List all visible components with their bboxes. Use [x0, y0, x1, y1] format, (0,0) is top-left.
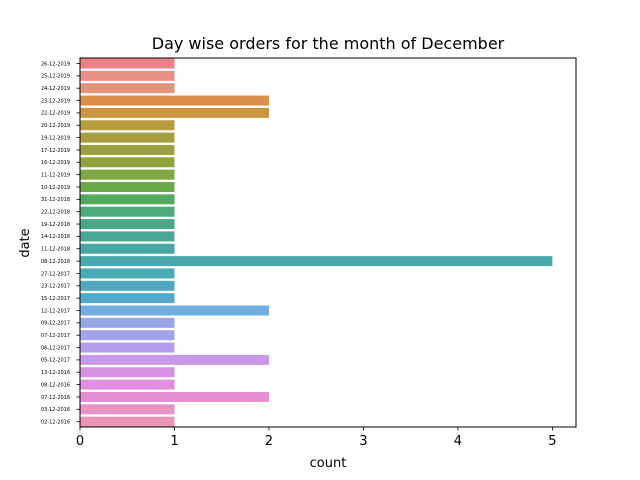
y-tick-label: 11-12-2019 — [41, 172, 70, 178]
bar-08-12-2018 — [80, 256, 553, 267]
y-tick-label: 16-12-2019 — [41, 160, 70, 166]
y-ticks-group: 26-12-2019 25-12-2019 24-12-2019 23-12-2019… — [41, 61, 80, 425]
y-tick-label: 19-12-2019 — [41, 135, 70, 141]
bar-23-12-2017 — [80, 280, 175, 291]
bar-24-12-2019 — [80, 83, 175, 94]
y-tick-label: 03-12-2016 — [41, 407, 70, 413]
bar-07-12-2017 — [80, 330, 175, 341]
plot-frame — [79, 57, 577, 428]
bar-26-12-2019 — [80, 58, 175, 69]
y-tick-label: 02-12-2016 — [41, 419, 70, 425]
y-tick-label: 08-12-2018 — [41, 259, 70, 265]
y-tick-label: 09-12-2017 — [41, 321, 70, 327]
bar-19-12-2019 — [80, 132, 175, 143]
bar-09-12-2017 — [80, 317, 175, 328]
y-tick-label: 31-12-2018 — [41, 197, 70, 203]
x-tick-label: 2 — [265, 434, 273, 449]
x-tick-label: 0 — [76, 434, 84, 449]
bar-12-12-2017 — [80, 305, 269, 316]
bar-16-12-2019 — [80, 157, 175, 168]
y-tick-label: 12-12-2017 — [41, 308, 70, 314]
bar-11-12-2019 — [80, 169, 175, 180]
y-tick-label: 08-12-2016 — [41, 382, 70, 388]
x-tick-label: 5 — [548, 434, 556, 449]
bar-31-12-2018 — [80, 194, 175, 205]
y-tick-label: 14-12-2018 — [41, 234, 70, 240]
bar-10-12-2019 — [80, 182, 175, 192]
x-tick-label: 3 — [359, 434, 367, 449]
bar-13-12-2016 — [80, 367, 175, 378]
y-tick-label: 15-12-2017 — [41, 296, 70, 302]
y-tick-label: 11-12-2018 — [41, 247, 70, 253]
y-tick-label: 25-12-2019 — [41, 74, 70, 80]
y-tick-label: 19-12-2018 — [41, 222, 70, 228]
bar-11-12-2018 — [80, 243, 175, 254]
y-tick-label: 26-12-2019 — [41, 61, 70, 67]
y-tick-label: 10-12-2019 — [41, 185, 70, 191]
bar-05-12-2017 — [80, 354, 269, 365]
bar-15-12-2017 — [80, 293, 175, 304]
bar-02-12-2016 — [80, 416, 175, 427]
y-tick-label: 13-12-2016 — [41, 370, 70, 376]
bar-22-12-2019 — [80, 107, 269, 118]
x-ticks-group: 0 1 2 3 4 5 — [76, 427, 557, 449]
bar-27-12-2017 — [80, 268, 175, 279]
y-tick-label: 07-12-2016 — [41, 395, 70, 401]
bar-22-12-2018 — [80, 206, 175, 217]
y-tick-label: 24-12-2019 — [41, 86, 70, 92]
bar-17-12-2019 — [80, 144, 175, 155]
x-axis-label: count — [310, 456, 347, 471]
bar-23-12-2019 — [80, 95, 269, 106]
y-tick-label: 22-12-2019 — [41, 111, 70, 117]
bar-07-12-2016 — [80, 391, 269, 402]
bar-08-12-2016 — [80, 379, 175, 390]
bar-19-12-2018 — [80, 219, 175, 230]
y-tick-label: 27-12-2017 — [41, 271, 70, 277]
y-tick-label: 05-12-2017 — [41, 358, 70, 364]
y-tick-label: 22-12-2018 — [41, 210, 70, 216]
chart-title: Day wise orders for the month of Decembe… — [152, 34, 505, 53]
bars-group — [80, 58, 553, 427]
x-tick-label: 4 — [454, 434, 462, 449]
x-tick-label: 1 — [170, 434, 178, 449]
bar-25-12-2019 — [80, 70, 175, 81]
y-tick-label: 07-12-2017 — [41, 333, 70, 339]
bar-20-12-2019 — [80, 120, 175, 131]
y-axis-label: date — [18, 228, 33, 257]
y-tick-label: 23-12-2019 — [41, 98, 70, 104]
bar-03-12-2016 — [80, 404, 175, 415]
bar-06-12-2017 — [80, 342, 175, 353]
y-tick-label: 23-12-2017 — [41, 284, 70, 290]
y-tick-label: 20-12-2019 — [41, 123, 70, 129]
y-tick-label: 17-12-2019 — [41, 148, 70, 154]
bar-14-12-2018 — [80, 231, 175, 242]
y-tick-label: 06-12-2017 — [41, 345, 70, 351]
